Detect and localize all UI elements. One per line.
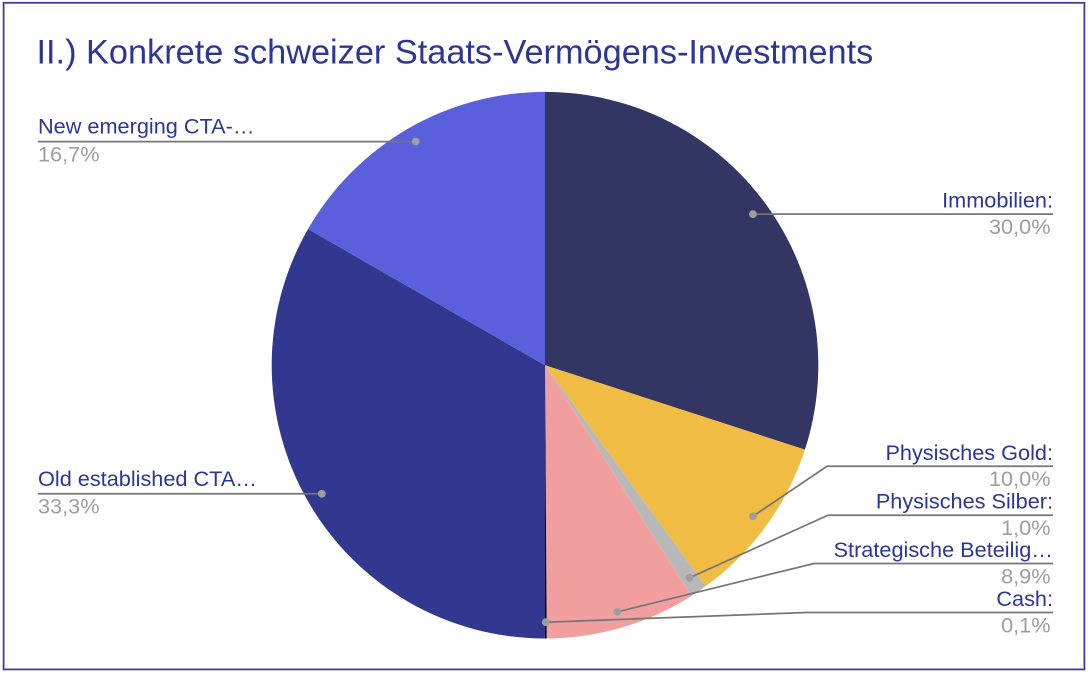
svg-text:10,0%: 10,0% [989, 466, 1051, 491]
svg-text:8,9%: 8,9% [1001, 563, 1050, 588]
svg-text:Cash:: Cash: [996, 586, 1053, 611]
svg-text:Physisches Gold:: Physisches Gold: [885, 440, 1053, 465]
svg-text:New emerging CTA-…: New emerging CTA-… [38, 114, 255, 139]
svg-text:II.) Konkrete schweizer Staats: II.) Konkrete schweizer Staats-Vermögens… [37, 34, 874, 72]
svg-text:30,0%: 30,0% [989, 214, 1051, 239]
svg-text:0,1%: 0,1% [1001, 612, 1050, 637]
svg-text:16,7%: 16,7% [38, 141, 100, 166]
svg-text:Physisches Silber:: Physisches Silber: [876, 489, 1053, 514]
svg-text:Immobilien:: Immobilien: [942, 188, 1053, 213]
svg-text:Strategische Beteilig…: Strategische Beteilig… [834, 537, 1053, 562]
svg-text:1,0%: 1,0% [1001, 515, 1050, 540]
svg-text:33,3%: 33,3% [38, 494, 100, 519]
svg-text:Old established CTA…: Old established CTA… [38, 466, 257, 491]
